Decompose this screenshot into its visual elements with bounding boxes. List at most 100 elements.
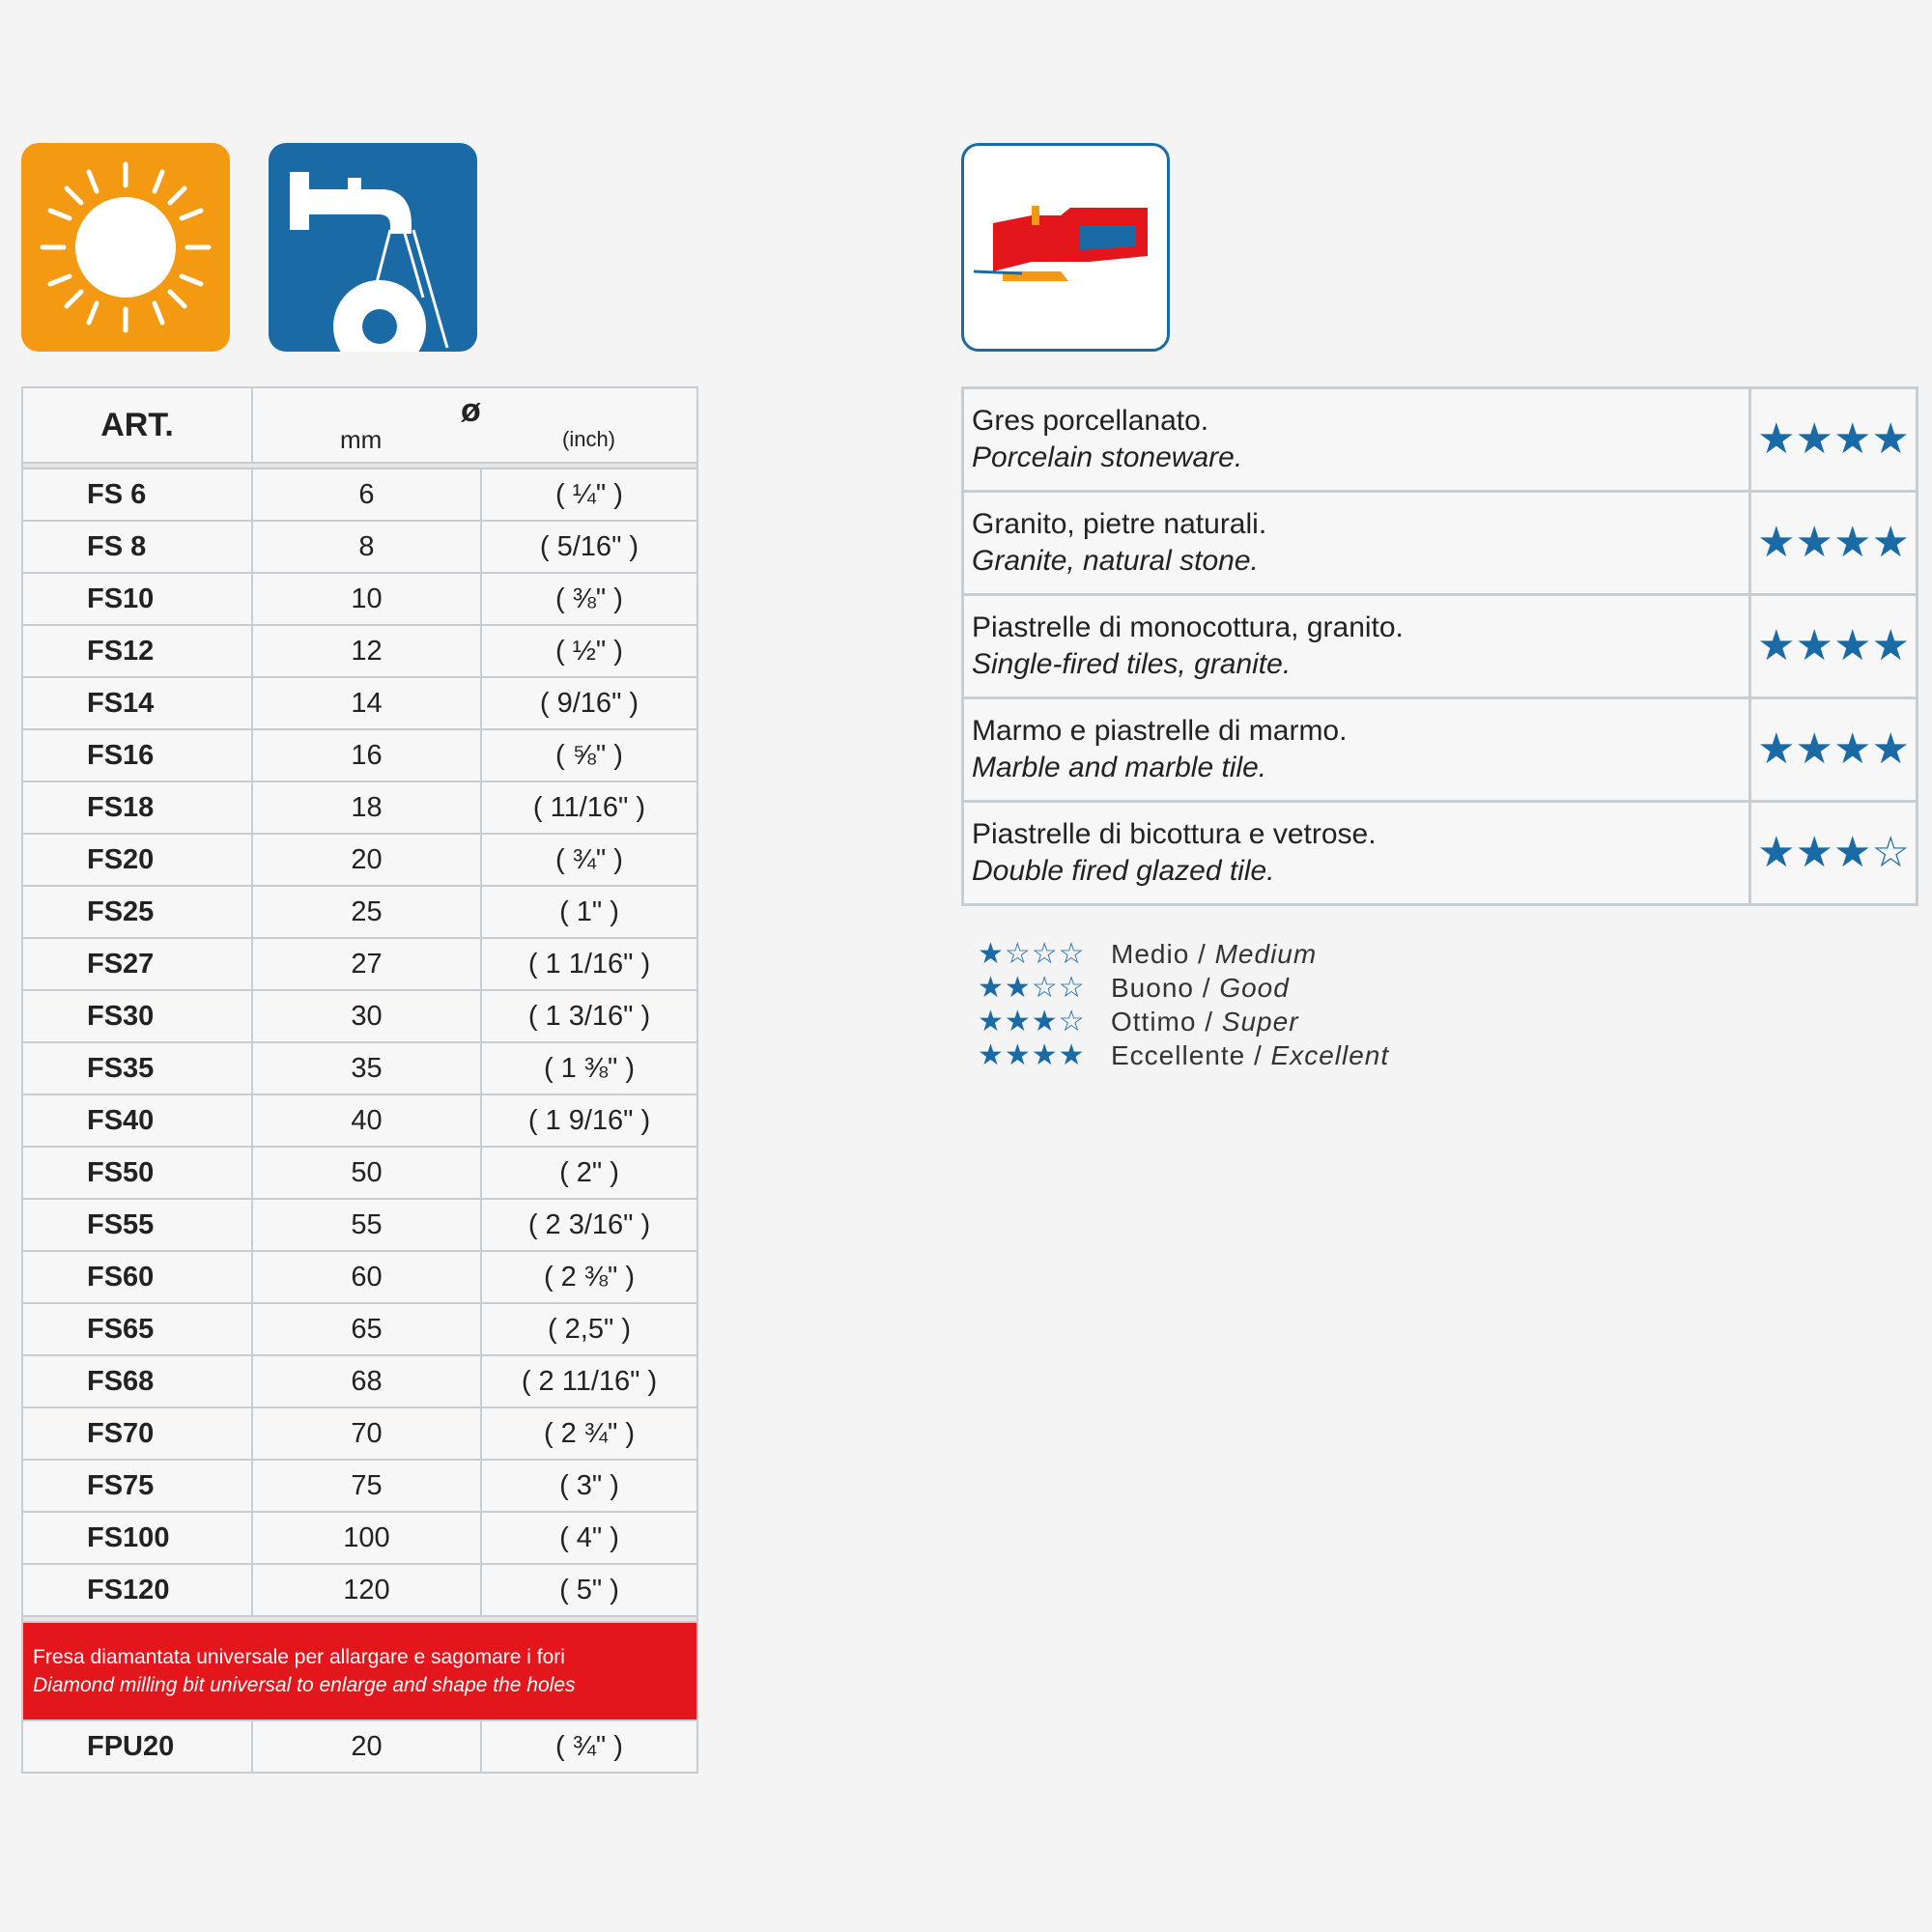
material-description: Marmo e piastrelle di marmo. Marble and m… [961, 696, 1751, 803]
material-en: Granite, natural stone. [972, 545, 1259, 577]
material-it: Gres porcellanato. [972, 405, 1209, 437]
art-cell: FS20 [21, 833, 253, 887]
art-cell: FS18 [21, 781, 253, 835]
art-cell: FS 6 [21, 468, 253, 522]
table-row: FS20 20( ¾" ) [21, 833, 698, 887]
material-it: Piastrelle di bicottura e vetrose. [972, 818, 1377, 850]
inch-cell: ( 1 1/16" ) [480, 937, 698, 991]
material-row: Piastrelle di bicottura e vetrose. Double… [961, 800, 1918, 906]
table-row: FS75 75( 3" ) [21, 1459, 698, 1513]
art-cell: FS25 [21, 885, 253, 939]
legend-stars: ★★★☆ [978, 1006, 1086, 1037]
art-cell: FS75 [21, 1459, 253, 1513]
material-description: Piastrelle di bicottura e vetrose. Double… [961, 800, 1751, 906]
material-en: Porcelain stoneware. [972, 441, 1243, 473]
mm-cell: 75 [251, 1459, 482, 1513]
inch-cell: ( 4" ) [480, 1511, 698, 1565]
mm-cell: 20 [251, 1719, 482, 1774]
art-cell: FS55 [21, 1198, 253, 1252]
inch-cell: ( ½" ) [480, 624, 698, 678]
header-art: ART. [21, 386, 253, 464]
water-tap-icon [269, 143, 477, 373]
table-row: FS14 14( 9/16" ) [21, 676, 698, 730]
legend-it: Medio [1111, 939, 1190, 969]
material-description: Granito, pietre naturali. Granite, natura… [961, 490, 1751, 596]
material-it: Granito, pietre naturali. [972, 508, 1267, 540]
art-cell: FS65 [21, 1302, 253, 1356]
star-rating: ★★★★ [1748, 490, 1918, 596]
legend-item: ★☆☆☆ Medio / Medium [978, 938, 1318, 970]
legend-en: Excellent [1270, 1040, 1390, 1070]
inch-cell: ( 2" ) [480, 1146, 698, 1200]
mm-cell: 70 [251, 1406, 482, 1461]
mm-cell: 18 [251, 781, 482, 835]
materials-table: Gres porcellanato. Porcelain stoneware. ★★… [961, 386, 1918, 906]
table-row: FS50 50( 2" ) [21, 1146, 698, 1200]
table-row: FS 8 8( 5/16" ) [21, 520, 698, 574]
mm-cell: 55 [251, 1198, 482, 1252]
inch-cell: ( 1 ⅜" ) [480, 1041, 698, 1095]
table-header: ART. ø mm (inch) [21, 386, 698, 464]
material-en: Single-fired tiles, granite. [972, 648, 1292, 680]
inch-cell: ( ¾" ) [480, 833, 698, 887]
art-cell: FS40 [21, 1094, 253, 1148]
star-rating: ★★★★ [1748, 386, 1918, 493]
table-row: FS100 100( 4" ) [21, 1511, 698, 1565]
banner-text-it: Fresa diamantata universale per allargar… [33, 1646, 565, 1668]
mm-cell: 60 [251, 1250, 482, 1304]
art-cell: FS16 [21, 728, 253, 782]
mm-cell: 120 [251, 1563, 482, 1617]
inch-cell: ( 2 3/16" ) [480, 1198, 698, 1252]
mm-cell: 8 [251, 520, 482, 574]
inch-cell: ( 2,5" ) [480, 1302, 698, 1356]
inch-cell: ( 1" ) [480, 885, 698, 939]
inch-cell: ( 1 3/16" ) [480, 989, 698, 1043]
art-cell: FPU20 [21, 1719, 253, 1774]
table-row: FS35 35( 1 ⅜" ) [21, 1041, 698, 1095]
table-row: FPU20 20( ¾" ) [21, 1719, 698, 1774]
table-row: FS65 65( 2,5" ) [21, 1302, 698, 1356]
legend-item: ★★★★ Eccellente / Excellent [978, 1039, 1390, 1071]
angle-grinder-icon [961, 143, 1170, 352]
material-description: Piastrelle di monocottura, granito. Singl… [961, 593, 1751, 699]
mm-cell: 50 [251, 1146, 482, 1200]
mm-cell: 27 [251, 937, 482, 991]
inch-cell: ( 5/16" ) [480, 520, 698, 574]
table-row: FS25 25( 1" ) [21, 885, 698, 939]
legend-stars: ★★★★ [978, 1039, 1086, 1071]
inch-cell: ( ⅜" ) [480, 572, 698, 626]
material-row: Granito, pietre naturali. Granite, natura… [961, 490, 1918, 596]
material-row: Gres porcellanato. Porcelain stoneware. ★★… [961, 386, 1918, 493]
mm-cell: 40 [251, 1094, 482, 1148]
art-cell: FS68 [21, 1354, 253, 1408]
art-cell: FS100 [21, 1511, 253, 1565]
legend-item: ★★☆☆ Buono / Good [978, 972, 1290, 1004]
rating-legend: ★☆☆☆ Medio / Medium ★★☆☆ Buono / Good ★★★☆ Ot… [978, 937, 1389, 1072]
mm-cell: 12 [251, 624, 482, 678]
legend-it: Ottimo [1111, 1007, 1197, 1037]
table-row: FS 6 6( ¼" ) [21, 468, 698, 522]
table-row: FS30 30( 1 3/16" ) [21, 989, 698, 1043]
mm-cell: 20 [251, 833, 482, 887]
table-row: FS27 27( 1 1/16" ) [21, 937, 698, 991]
art-cell: FS70 [21, 1406, 253, 1461]
inch-cell: ( 1 9/16" ) [480, 1094, 698, 1148]
inch-cell: ( ⅝" ) [480, 728, 698, 782]
art-cell: FS14 [21, 676, 253, 730]
banner-text-en: Diamond milling bit universal to enlarge… [33, 1674, 576, 1696]
legend-en: Medium [1214, 939, 1318, 969]
header-inch: (inch) [562, 427, 616, 451]
table-row: FS70 70( 2 ¾" ) [21, 1406, 698, 1461]
table-row: FS16 16( ⅝" ) [21, 728, 698, 782]
table-row: FS68 68( 2 11/16" ) [21, 1354, 698, 1408]
mm-cell: 25 [251, 885, 482, 939]
inch-cell: ( 2 ¾" ) [480, 1406, 698, 1461]
art-cell: FS120 [21, 1563, 253, 1617]
mm-cell: 68 [251, 1354, 482, 1408]
mm-cell: 65 [251, 1302, 482, 1356]
table-row: FS120 120( 5" ) [21, 1563, 698, 1617]
star-rating: ★★★★ [1748, 593, 1918, 699]
star-rating: ★★★☆ [1748, 800, 1918, 906]
mm-cell: 10 [251, 572, 482, 626]
legend-it: Buono [1111, 973, 1194, 1003]
